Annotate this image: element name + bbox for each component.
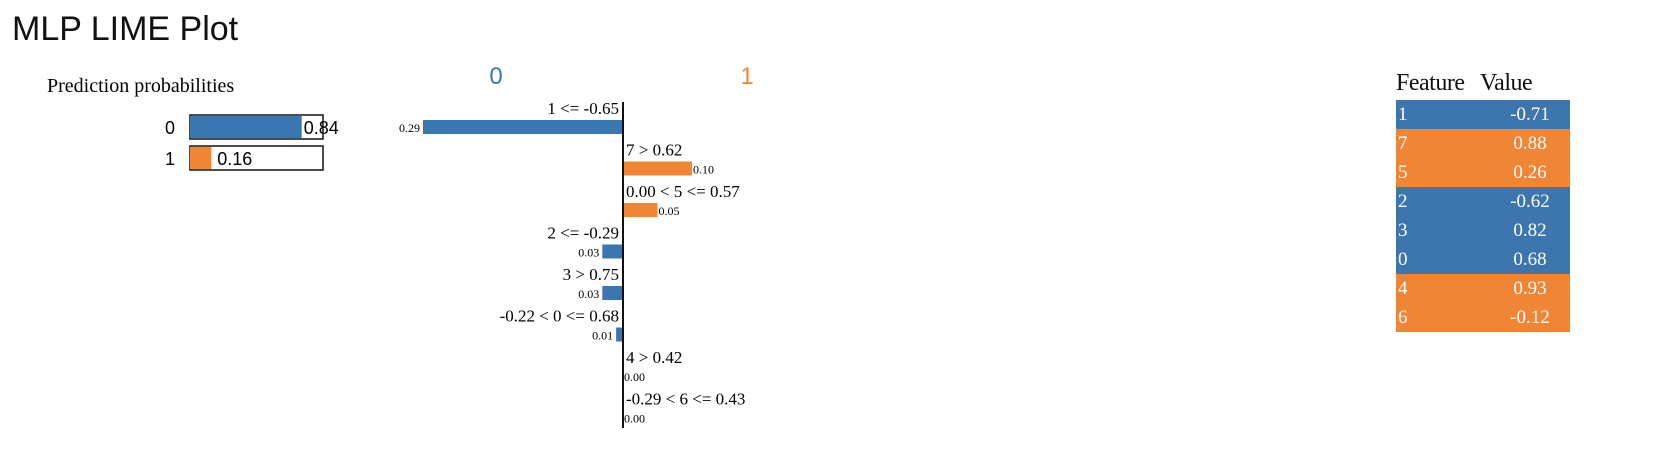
feature-weight-bar [623,161,692,176]
value-cell: -0.12 [1510,306,1550,328]
feature-weight-label: 0.00 [624,412,645,426]
lime-chart-area: Prediction probabilities 0 0.84 1 0.16 0 1 1 <… [47,63,754,428]
feature-cell: 4 [1398,277,1408,299]
page-title: MLP LIME Plot [12,10,239,48]
feature-condition-label: -0.29 < 6 <= 0.43 [626,390,745,409]
class-1-label: 1 [740,63,753,90]
feature-cell: 6 [1398,306,1408,328]
feature-condition-label: -0.22 < 0 <= 0.68 [500,307,619,326]
feature-weight-label: 0.29 [399,121,420,135]
prediction-probabilities-chart: Prediction probabilities 0 0.84 1 0.16 [47,75,339,171]
table-row: 0 0.68 [1396,245,1570,274]
feature-value-table-body: 1 -0.71 7 0.88 5 0.26 2 -0.62 3 0.82 0 0.68 4 0.93 6 -0… [1396,100,1570,332]
probabilities-title: Prediction probabilities [47,75,234,97]
value-cell: 0.93 [1513,277,1547,299]
table-row: 7 0.88 [1396,129,1570,158]
table-header-row: Feature Value [1396,68,1570,100]
feature-explanation-chart: 0 1 1 <= -0.65 0.29 7 > 0.62 0.10 0.00 < 5 <= … [399,63,754,428]
feature-weight-label: 0.05 [658,204,679,218]
feature-weight-label: 0.03 [578,246,599,260]
table-row: 1 -0.71 [1396,100,1570,129]
probability-value-label: 0.16 [217,149,252,169]
feature-weight-label: 0.10 [693,163,714,177]
value-cell: 0.88 [1513,132,1547,154]
table-row: 4 0.93 [1396,274,1570,303]
probability-class-label: 0 [165,118,175,138]
feature-condition-label: 4 > 0.42 [626,348,682,367]
table-row: 6 -0.12 [1396,303,1570,332]
probability-bar [190,116,302,138]
feature-weight-bar [423,120,623,134]
feature-weight-bar [623,203,658,217]
value-cell: 0.68 [1513,248,1547,270]
probability-bar [190,147,212,169]
feature-column-header: Feature [1396,69,1465,96]
value-column-header: Value [1480,69,1533,96]
feature-weight-bar [602,286,623,300]
feature-value-table: Feature Value 1 -0.71 7 0.88 5 0.26 2 -0.62 3 0.8… [1396,68,1570,332]
probability-bar-frame [189,145,324,171]
feature-weight-bar [616,327,623,342]
value-cell: -0.71 [1510,103,1550,125]
feature-cell: 3 [1398,219,1408,241]
feature-cell: 1 [1398,103,1408,125]
feature-cell: 7 [1398,132,1408,154]
value-cell: -0.62 [1510,190,1550,212]
feature-weight-bar [602,244,623,259]
feature-condition-label: 1 <= -0.65 [547,99,619,118]
feature-weight-label: 0.03 [578,287,599,301]
feature-weight-label: 0.01 [592,329,613,343]
value-cell: 0.82 [1513,219,1547,241]
feature-cell: 2 [1398,190,1408,212]
class-0-label: 0 [489,63,502,90]
feature-cell: 5 [1398,161,1408,183]
table-row: 3 0.82 [1396,216,1570,245]
feature-condition-label: 3 > 0.75 [563,265,619,284]
feature-cell: 0 [1398,248,1408,270]
feature-weight-label: 0.00 [624,370,645,384]
probability-class-label: 1 [165,149,175,169]
feature-condition-label: 7 > 0.62 [626,141,682,160]
table-row: 5 0.26 [1396,158,1570,187]
feature-condition-label: 2 <= -0.29 [547,224,619,243]
probability-value-label: 0.84 [304,118,339,138]
table-row: 2 -0.62 [1396,187,1570,216]
value-cell: 0.26 [1513,161,1547,183]
feature-condition-label: 0.00 < 5 <= 0.57 [626,182,740,201]
